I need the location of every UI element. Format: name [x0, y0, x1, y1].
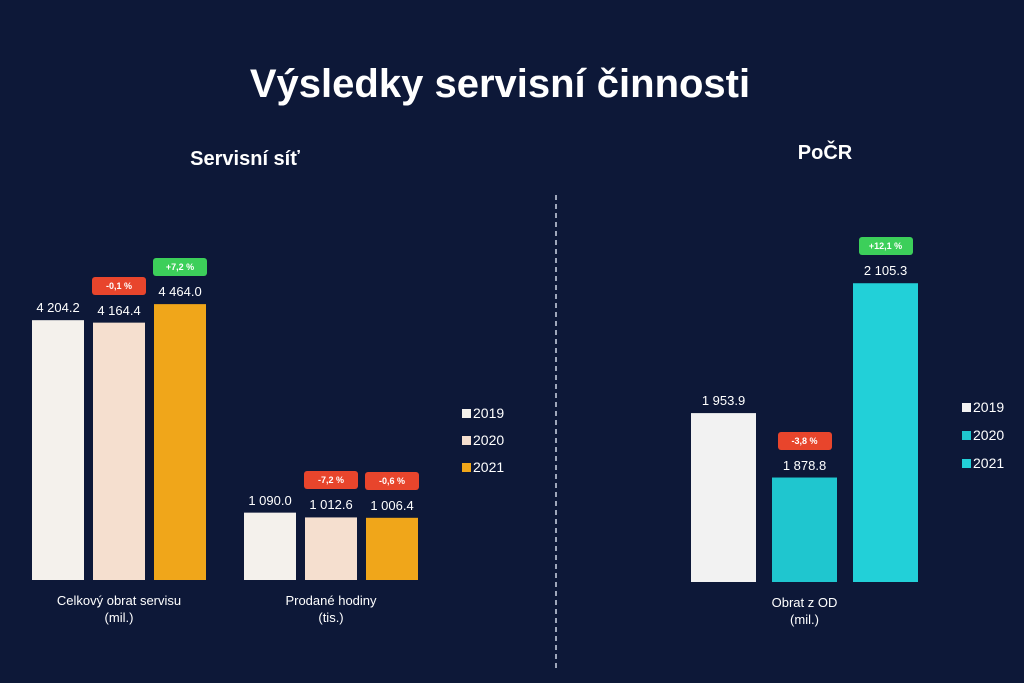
- legend-swatch: [962, 459, 971, 468]
- legend-swatch: [962, 403, 971, 412]
- value-label: 1 090.0: [248, 492, 292, 508]
- value-label: 4 204.2: [36, 300, 80, 316]
- bar: [305, 517, 357, 580]
- legend-label: 2019: [973, 399, 1005, 415]
- change-badge: +12,1 %: [858, 237, 913, 256]
- legend-swatch: [462, 436, 471, 445]
- legend-label: 2021: [473, 459, 505, 475]
- chart-subtitle: Servisní síť: [190, 148, 300, 170]
- category-label: Obrat z OD (mil.): [771, 595, 838, 627]
- legend-swatch: [462, 463, 471, 472]
- value-label: 4 164.4: [97, 302, 141, 318]
- category-label: Prodané hodiny (tis.): [285, 593, 377, 625]
- slide-title: Výsledky servisní činnosti: [249, 62, 751, 106]
- change-badge: -7,2 %: [304, 471, 358, 490]
- legend-label: 2020: [473, 432, 505, 448]
- legend-swatch: [962, 431, 971, 440]
- chart-subtitle: PoČR: [797, 142, 853, 164]
- value-label: 1 012.6: [309, 497, 353, 513]
- legend-label: 2019: [473, 405, 505, 421]
- change-badge: -0,1 %: [92, 276, 146, 295]
- bar: [853, 283, 918, 582]
- bar: [93, 322, 145, 580]
- bar: [691, 413, 756, 582]
- category-label: Celkový obrat servisu (mil.): [56, 593, 182, 625]
- value-label: 1 878.8: [782, 457, 827, 473]
- bar: [244, 512, 296, 580]
- change-badge: +7,2 %: [153, 258, 207, 277]
- bar: [772, 477, 837, 582]
- bar: [154, 304, 206, 580]
- legend-swatch: [462, 409, 471, 418]
- bar: [366, 517, 418, 580]
- value-label: 2 105.3: [863, 263, 908, 279]
- value-label: 4 464.0: [158, 284, 202, 300]
- change-badge: -0,6 %: [365, 471, 419, 490]
- legend-label: 2020: [973, 427, 1005, 443]
- change-badge: -3,8 %: [777, 431, 832, 450]
- bar: [32, 320, 84, 580]
- value-label: 1 953.9: [701, 393, 746, 409]
- value-label: 1 006.4: [370, 497, 414, 513]
- legend-label: 2021: [973, 455, 1005, 471]
